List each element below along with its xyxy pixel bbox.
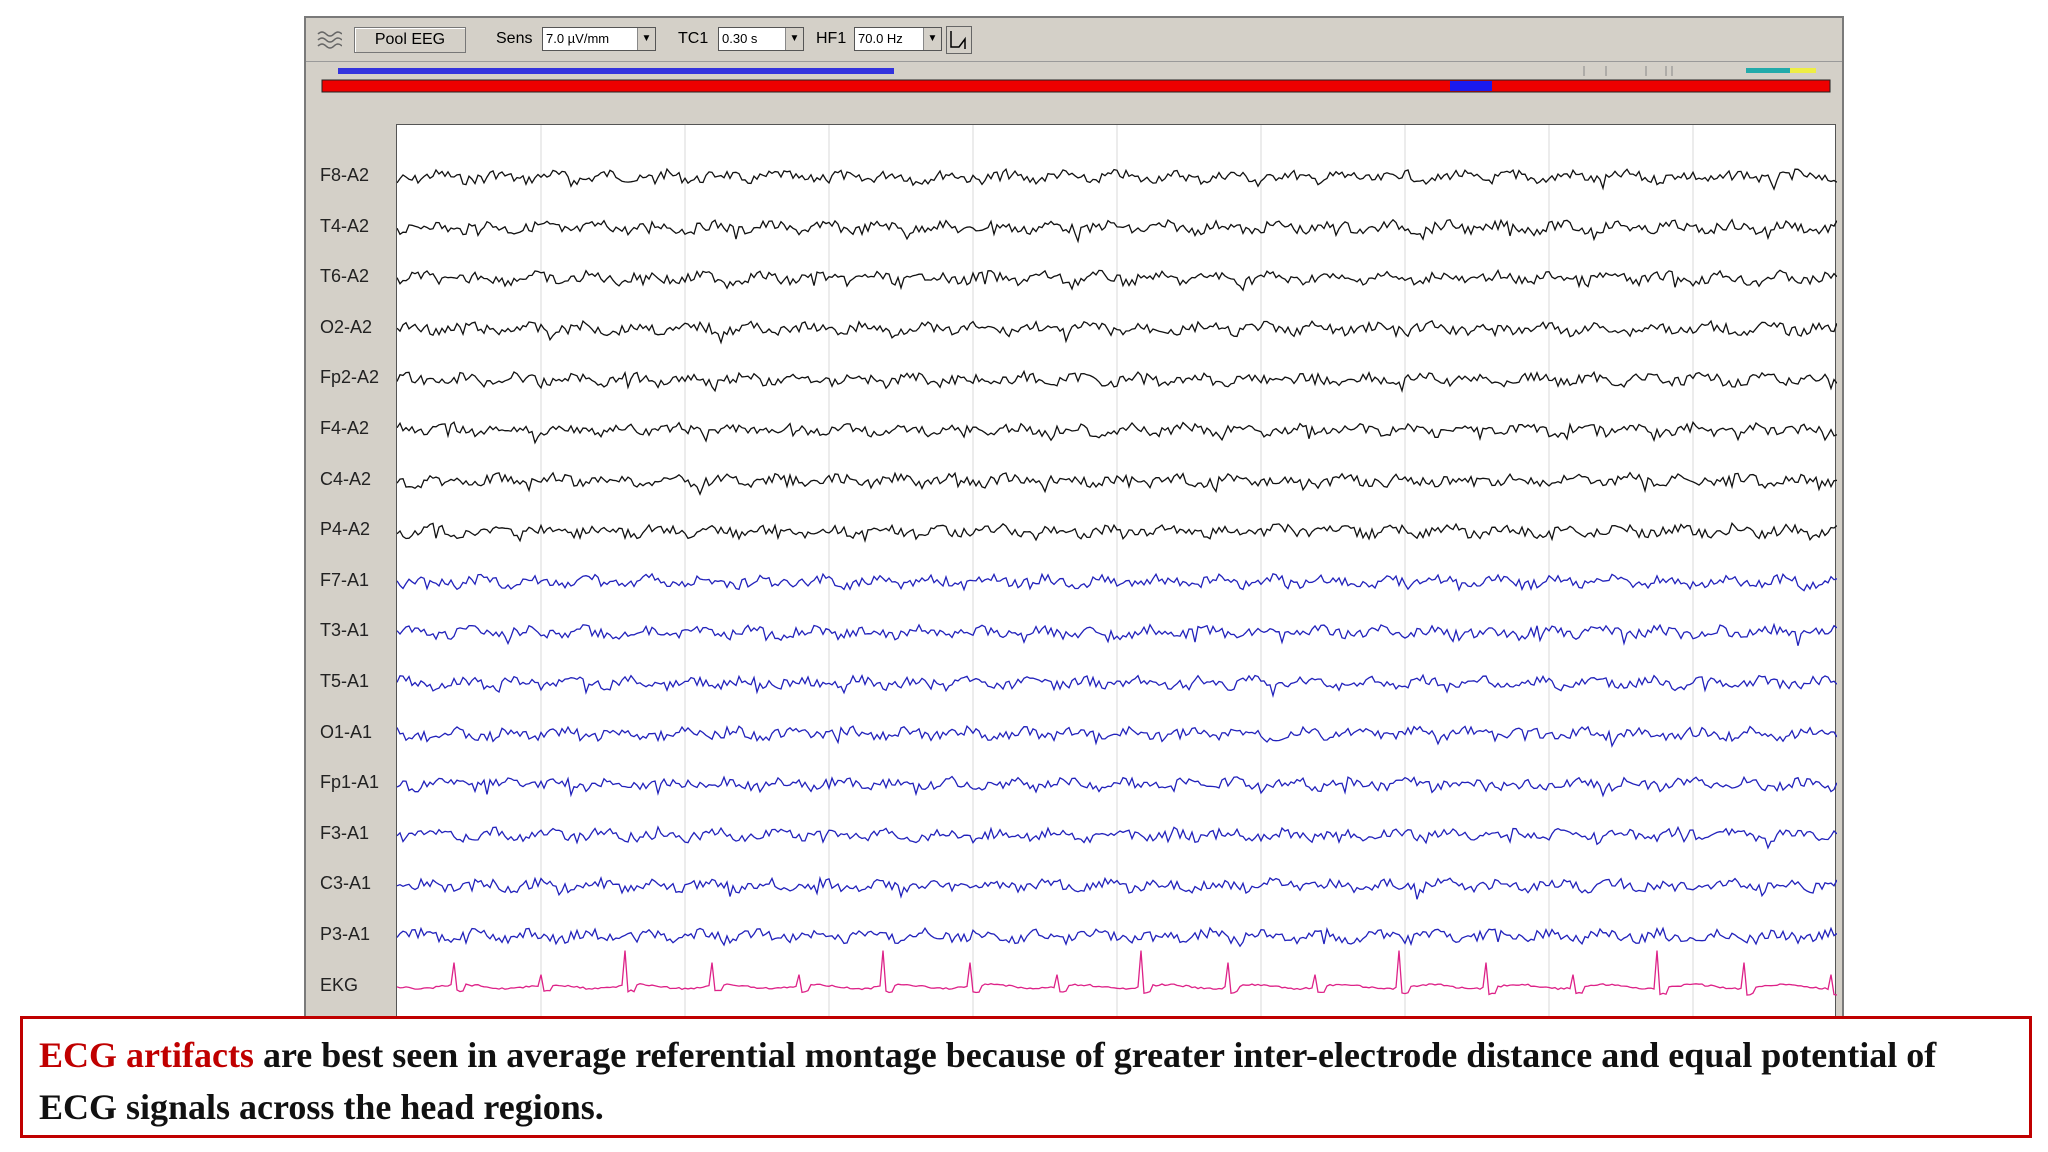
channel-label: F3-A1	[320, 822, 370, 843]
hf-value: 70.0 Hz	[858, 31, 903, 46]
eeg-trace	[396, 420, 1838, 445]
caption-highlight: ECG artifacts	[39, 1035, 254, 1075]
channel-label: Fp1-A1	[320, 772, 380, 793]
eeg-trace	[396, 471, 1838, 496]
chevron-down-icon[interactable]: ▼	[637, 28, 655, 50]
waveform-icon[interactable]	[316, 28, 343, 52]
eeg-trace	[396, 269, 1838, 292]
toolbar: Pool EEG Sens 7.0 µV/mm ▼ TC1 0.30 s ▼ H…	[306, 18, 1842, 62]
eeg-trace	[396, 167, 1838, 191]
main-panel: F8-A2 T4-A2 T6-A2 O2-A2 Fp2-A2 F4-A2 C4-A2 P4-A…	[306, 112, 1842, 1024]
trace-area[interactable]	[396, 124, 1838, 1024]
eeg-trace	[396, 522, 1838, 544]
page-progress-bar	[338, 68, 894, 74]
channel-label: T3-A1	[320, 620, 370, 641]
sens-label: Sens	[496, 30, 533, 47]
filter-icon[interactable]	[946, 26, 972, 54]
tc-label: TC1	[678, 30, 709, 47]
sens-value: 7.0 µV/mm	[546, 31, 610, 46]
pool-eeg-button[interactable]: Pool EEG	[354, 27, 466, 53]
channel-label: P3-A1	[320, 924, 371, 944]
eeg-trace	[396, 825, 1838, 850]
eeg-trace	[396, 875, 1838, 900]
eeg-trace	[396, 572, 1838, 592]
current-position-marker	[1450, 81, 1492, 91]
record-timeline-bar	[321, 79, 1831, 93]
eeg-trace	[396, 218, 1838, 244]
channel-label: F8-A2	[320, 165, 370, 185]
channel-label: T4-A2	[320, 215, 370, 236]
chevron-down-icon[interactable]: ▼	[923, 28, 941, 50]
channel-label: EKG	[320, 974, 359, 995]
channel-label: T5-A1	[320, 671, 370, 691]
channel-label: C4-A2	[320, 468, 372, 489]
eeg-trace	[396, 725, 1838, 748]
eeg-trace	[396, 673, 1838, 698]
eeg-trace	[396, 319, 1838, 345]
channel-label: C3-A1	[320, 873, 372, 894]
channel-label: P4-A2	[320, 519, 371, 540]
eeg-trace	[396, 950, 1838, 996]
eeg-trace	[396, 369, 1838, 393]
timeline-bars[interactable]	[306, 62, 1844, 112]
hf-select[interactable]: 70.0 Hz ▼	[854, 27, 942, 51]
channel-label: F4-A2	[320, 418, 370, 438]
eeg-trace	[396, 926, 1838, 948]
tc-select[interactable]: 0.30 s ▼	[718, 27, 804, 51]
tc-value: 0.30 s	[722, 31, 758, 46]
hf-label: HF1	[816, 30, 847, 47]
caption-text: are best seen in average referential mon…	[39, 1035, 1937, 1127]
caption-box: ECG artifacts are best seen in average r…	[20, 1016, 2032, 1138]
chevron-down-icon[interactable]: ▼	[785, 28, 803, 50]
channel-label: O1-A1	[320, 721, 373, 742]
eeg-traces	[396, 125, 1838, 1024]
eeg-viewer-window: Pool EEG Sens 7.0 µV/mm ▼ TC1 0.30 s ▼ H…	[304, 16, 1844, 1026]
eeg-trace	[396, 775, 1838, 798]
channel-label: O2-A2	[320, 316, 373, 337]
eeg-trace	[396, 622, 1838, 646]
channel-label: T6-A2	[320, 266, 370, 287]
channel-label: F7-A1	[320, 569, 370, 590]
channel-label: Fp2-A2	[320, 367, 380, 388]
sens-select[interactable]: 7.0 µV/mm ▼	[542, 27, 656, 51]
status-strip	[306, 62, 1842, 112]
